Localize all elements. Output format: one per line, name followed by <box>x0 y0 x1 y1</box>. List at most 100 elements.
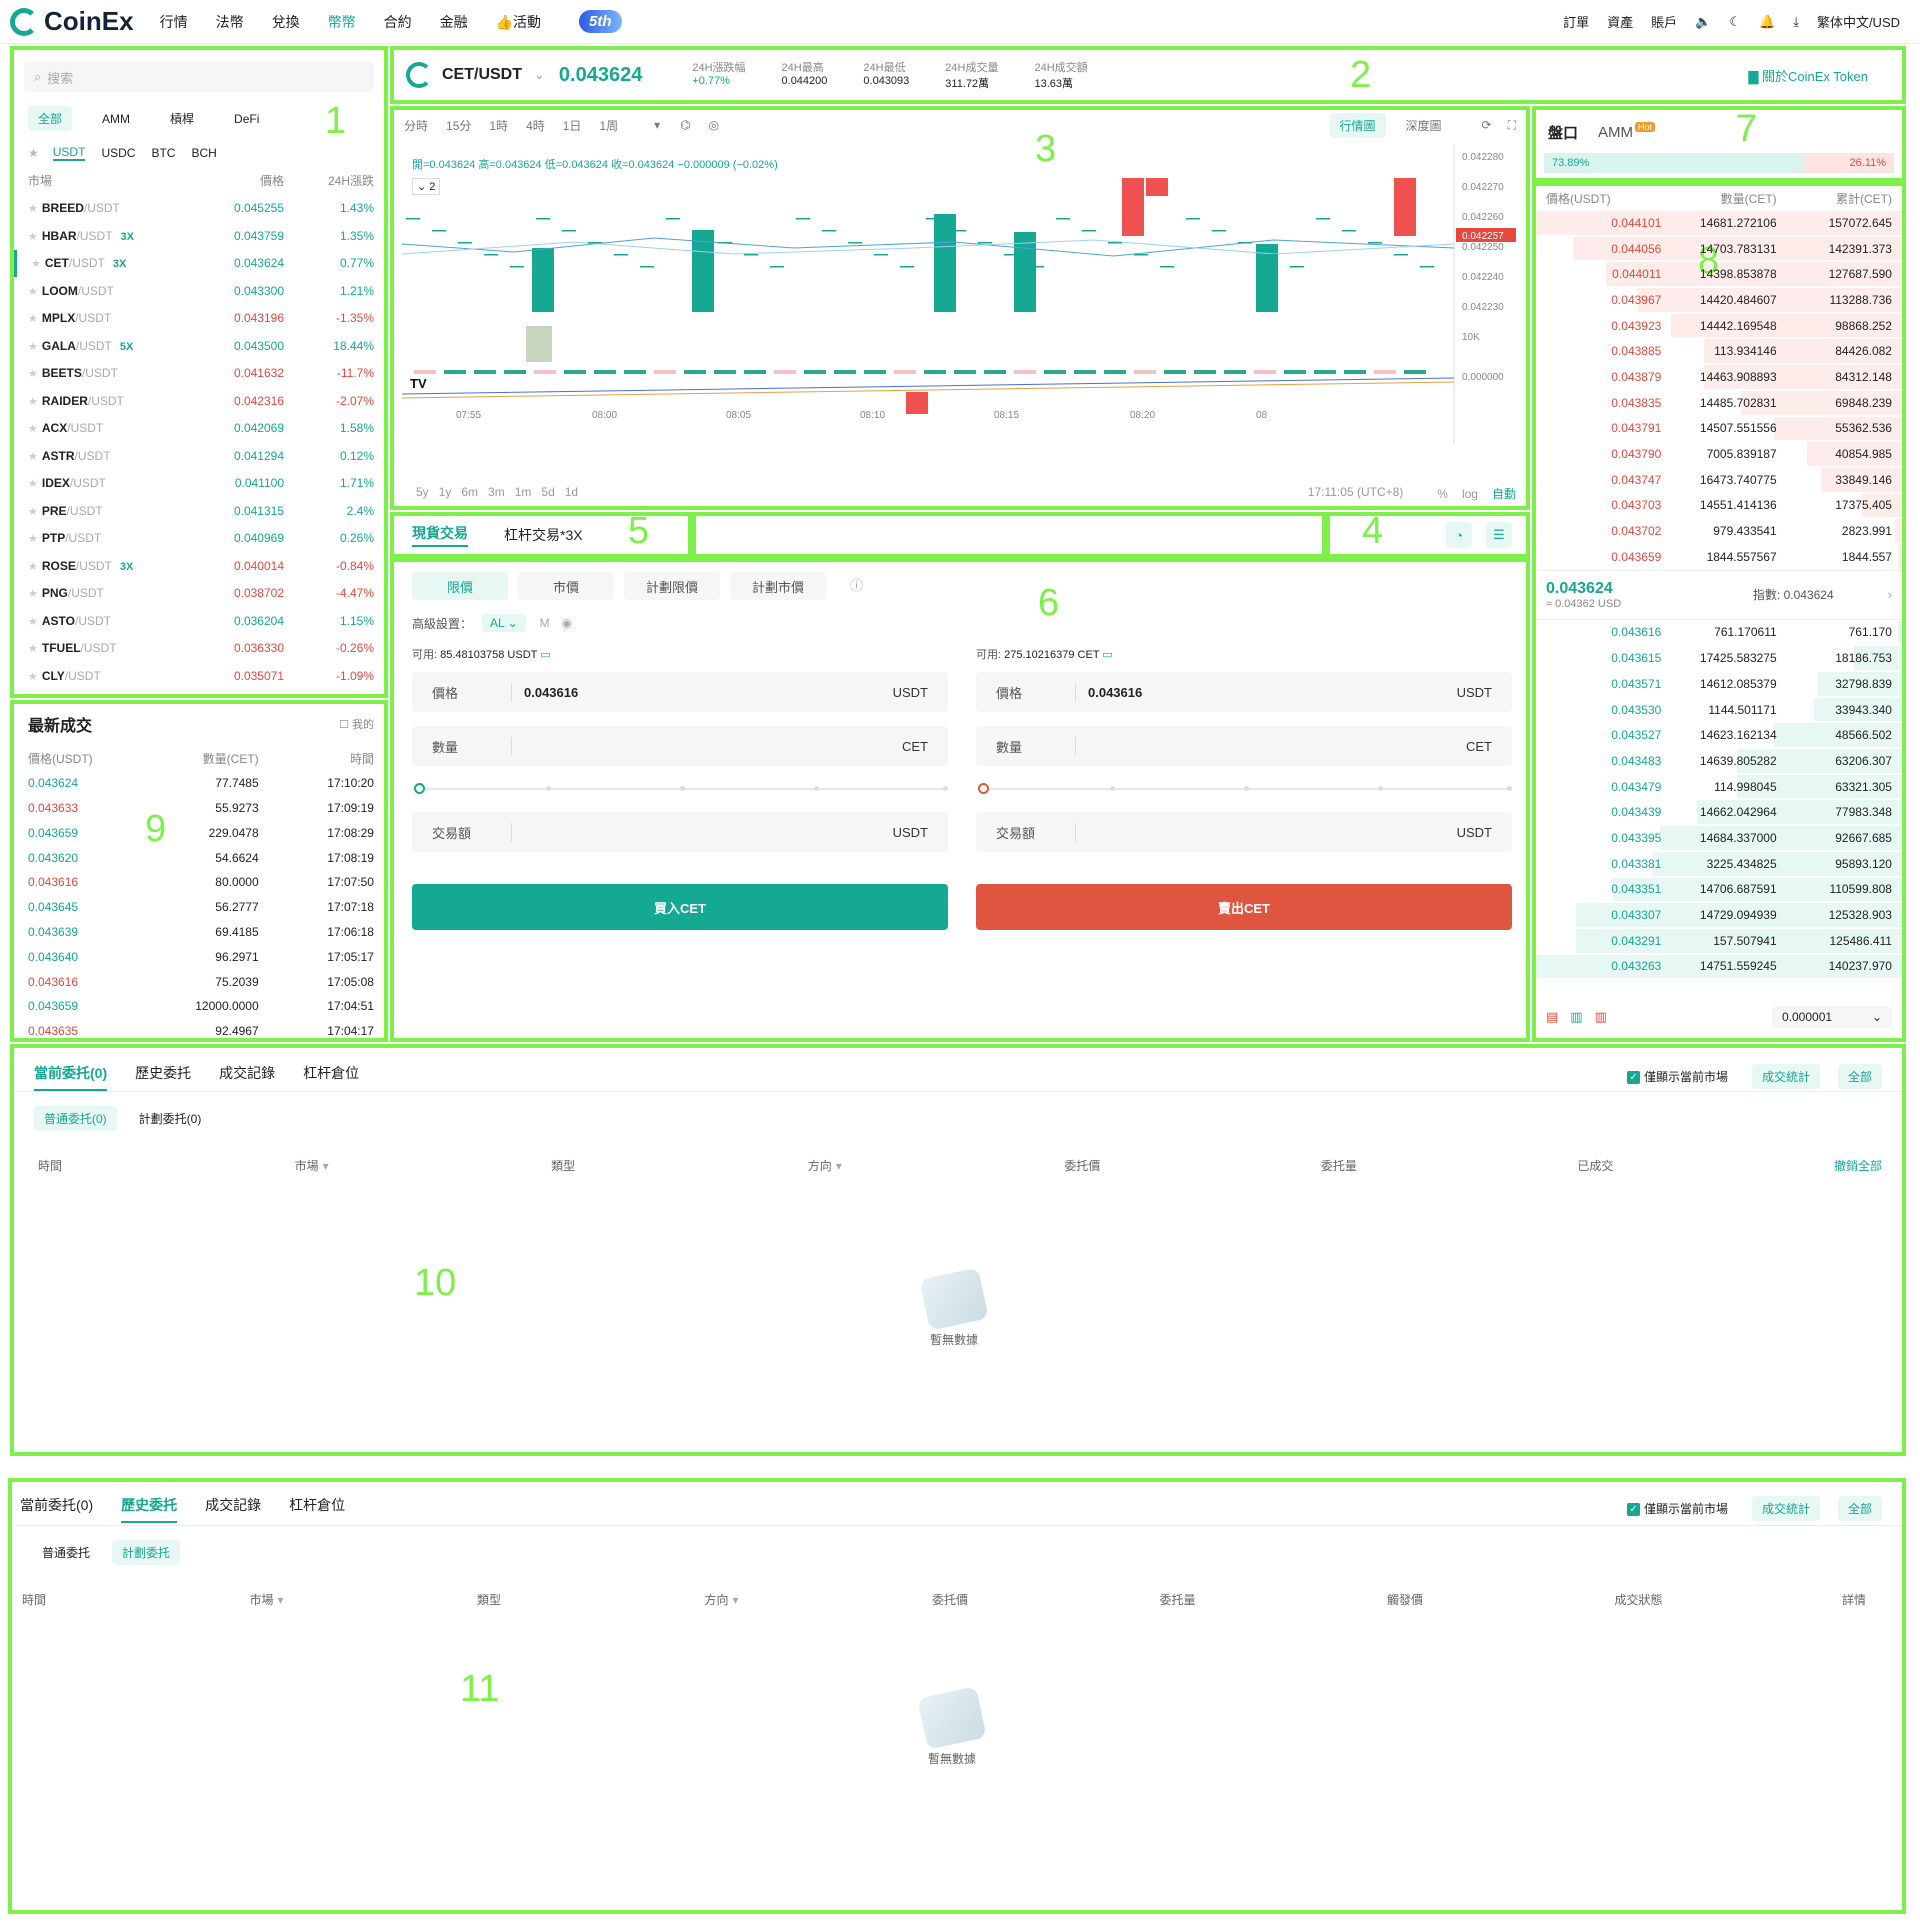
market-tab-0[interactable]: 全部 <box>28 106 73 131</box>
interval-2[interactable]: 1時 <box>489 118 509 133</box>
download-icon[interactable]: ⤓ <box>1793 13 1799 29</box>
bid-row[interactable]: 0.043479 114.998045 63321.305 <box>1536 774 1902 800</box>
ask-row[interactable]: 0.043885 113.934146 84426.082 <box>1536 338 1902 364</box>
orders-col-1[interactable]: 市場 ▾ <box>250 1591 478 1608</box>
market-tab-2[interactable]: 槓桿 <box>170 112 195 126</box>
market-tab-1[interactable]: AMM <box>102 112 131 126</box>
order-type-3[interactable]: 計劃市價 <box>730 572 826 600</box>
orders-subtab-0[interactable]: 普通委托 <box>42 1546 91 1560</box>
market-row[interactable]: ★ ROSE/USDT 3X 0.040014 -0.84% <box>14 552 384 580</box>
market-row[interactable]: ★ CET/USDT 3X 0.043624 0.77% <box>14 249 384 277</box>
favorites-star-icon[interactable]: ★ <box>28 146 39 160</box>
ask-row[interactable]: 0.044101 14681.272106 157072.645 <box>1536 210 1902 236</box>
bid-row[interactable]: 0.043395 14684.337000 92667.685 <box>1536 825 1902 851</box>
star-icon[interactable]: ★ <box>28 588 38 601</box>
star-icon[interactable]: ★ <box>28 533 38 546</box>
star-icon[interactable]: ★ <box>28 313 38 326</box>
ask-row[interactable]: 0.043923 14442.169548 98868.252 <box>1536 313 1902 339</box>
all-button[interactable]: 全部 <box>1837 1064 1882 1089</box>
market-row[interactable]: ★ ACX/USDT 0.042069 1.58% <box>14 415 384 443</box>
star-icon[interactable]: ★ <box>28 450 38 463</box>
star-icon[interactable]: ★ <box>28 505 38 518</box>
cancel-all-button[interactable]: 撤銷全部 <box>1833 1159 1882 1173</box>
top-menu-3[interactable]: 繁体中文/USD <box>1816 15 1900 30</box>
nav-item-4[interactable]: 合約 <box>383 13 412 30</box>
settings-icon[interactable]: ◎ <box>708 118 720 132</box>
buy-button[interactable]: 買入CET <box>412 884 948 930</box>
bid-row[interactable]: 0.043263 14751.559245 140237.970 <box>1536 954 1902 980</box>
precision-select[interactable]: 0.000001 ⌄ <box>1772 1006 1892 1028</box>
pair-selector[interactable]: CET/USDT <box>442 66 522 83</box>
bid-row[interactable]: 0.043439 14662.042964 77983.348 <box>1536 799 1902 825</box>
sound-icon[interactable]: 🔈 <box>1695 13 1712 29</box>
bid-row[interactable]: 0.043616 761.170611 761.170 <box>1536 620 1902 646</box>
orders-tab-1[interactable]: 歷史委托 <box>121 1495 178 1523</box>
market-row[interactable]: ★ ASTR/USDT 0.041294 0.12% <box>14 442 384 470</box>
market-row[interactable]: ★ TFUEL/USDT 0.036330 -0.26% <box>14 635 384 663</box>
market-row[interactable]: ★ RAIDER/USDT 0.042316 -2.07% <box>14 387 384 415</box>
all-button[interactable]: 全部 <box>1837 1496 1882 1521</box>
tab-orderbook[interactable]: 盤口 <box>1548 125 1579 142</box>
refresh-icon[interactable]: ⟳ <box>1481 118 1492 132</box>
star-icon[interactable]: ★ <box>28 285 38 298</box>
star-icon[interactable]: ★ <box>31 258 41 271</box>
show-current-market-checkbox[interactable]: ✓ 僅顯示當前市場 <box>1626 1500 1728 1517</box>
nav-item-6[interactable]: 👍活動 <box>495 13 542 30</box>
range-5[interactable]: 5d <box>541 485 555 499</box>
top-menu-1[interactable]: 資產 <box>1607 15 1634 30</box>
star-icon[interactable]: ★ <box>28 423 38 436</box>
coinex-logo[interactable]: CoinEx <box>10 6 134 37</box>
fullscreen-icon[interactable]: ⛶ <box>1507 117 1516 132</box>
orders-col-1[interactable]: 市場 ▾ <box>295 1157 552 1174</box>
tab-amm[interactable]: AMM <box>1598 124 1634 141</box>
ask-row[interactable]: 0.043702 979.433541 2823.991 <box>1536 518 1902 544</box>
chart-opt-0[interactable]: % <box>1437 487 1448 501</box>
bid-row[interactable]: 0.043307 14729.094939 125328.903 <box>1536 902 1902 928</box>
search-input[interactable]: ⌕ 搜索 <box>24 62 374 92</box>
sell-amount-field[interactable]: 數量 CET <box>976 726 1512 766</box>
quote-tab-0[interactable]: USDT <box>52 145 86 161</box>
orders-subtab-0[interactable]: 普通委托(0) <box>34 1106 117 1131</box>
bid-row[interactable]: 0.043483 14639.805282 63206.307 <box>1536 748 1902 774</box>
ask-row[interactable]: 0.043835 14485.702831 69848.239 <box>1536 390 1902 416</box>
quote-tab-1[interactable]: USDC <box>101 146 136 160</box>
bid-row[interactable]: 0.043571 14612.085379 32798.839 <box>1536 671 1902 697</box>
pie-chart-icon[interactable]: ◔ <box>1446 522 1472 548</box>
orders-tab-2[interactable]: 成交記錄 <box>219 1064 276 1081</box>
range-4[interactable]: 1m <box>514 485 532 499</box>
info-icon[interactable]: ⓘ <box>850 578 864 593</box>
moon-icon[interactable]: ☾ <box>1729 13 1741 29</box>
tab-chart-view[interactable]: 行情圖 <box>1329 112 1386 138</box>
anniversary-badge[interactable]: 5th <box>579 10 622 33</box>
market-row[interactable]: ★ IDEX/USDT 0.041100 1.71% <box>14 470 384 498</box>
ask-row[interactable]: 0.043790 7005.839187 40854.985 <box>1536 441 1902 467</box>
market-row[interactable]: ★ BREED/USDT 0.045255 1.43% <box>14 195 384 223</box>
order-type-0[interactable]: 限價 <box>412 572 508 600</box>
interval-5[interactable]: 1周 <box>599 118 619 133</box>
bell-icon[interactable]: 🔔 <box>1759 13 1776 29</box>
market-row[interactable]: ★ PRE/USDT 0.041315 2.4% <box>14 497 384 525</box>
orders-tab-3[interactable]: 杠杆倉位 <box>289 1496 346 1513</box>
ask-row[interactable]: 0.043747 16473.740775 33849.146 <box>1536 467 1902 493</box>
interval-4[interactable]: 1日 <box>562 118 582 133</box>
market-row[interactable]: ★ HBAR/USDT 3X 0.043759 1.35% <box>14 222 384 250</box>
sell-price-field[interactable]: 價格 0.043616 USDT <box>976 672 1512 712</box>
market-tab-3[interactable]: DeFi <box>234 112 260 126</box>
nav-item-5[interactable]: 金融 <box>439 13 468 30</box>
star-icon[interactable]: ★ <box>28 615 38 628</box>
orders-tab-0[interactable]: 當前委托(0) <box>34 1063 108 1091</box>
quote-tab-3[interactable]: BCH <box>191 146 217 160</box>
market-row[interactable]: ★ ASTO/USDT 0.036204 1.15% <box>14 607 384 635</box>
buy-amount-field[interactable]: 數量 CET <box>412 726 948 766</box>
bid-row[interactable]: 0.043381 3225.434825 95893.120 <box>1536 851 1902 877</box>
ask-row[interactable]: 0.043967 14420.484607 113288.736 <box>1536 287 1902 313</box>
layout-bids-icon[interactable]: ▥ <box>1570 1009 1583 1024</box>
star-icon[interactable]: ★ <box>28 395 38 408</box>
orders-subtab-1[interactable]: 計劃委托(0) <box>138 1112 202 1126</box>
market-row[interactable]: ★ MPLX/USDT 0.043196 -1.35% <box>14 305 384 333</box>
market-row[interactable]: ★ BEETS/USDT 0.041632 -11.7% <box>14 360 384 388</box>
tab-spot[interactable]: 現貨交易 <box>412 523 468 547</box>
market-row[interactable]: ★ PNG/USDT 0.038702 -4.47% <box>14 580 384 608</box>
order-type-1[interactable]: 市價 <box>518 572 614 600</box>
sell-button[interactable]: 賣出CET <box>976 884 1512 930</box>
